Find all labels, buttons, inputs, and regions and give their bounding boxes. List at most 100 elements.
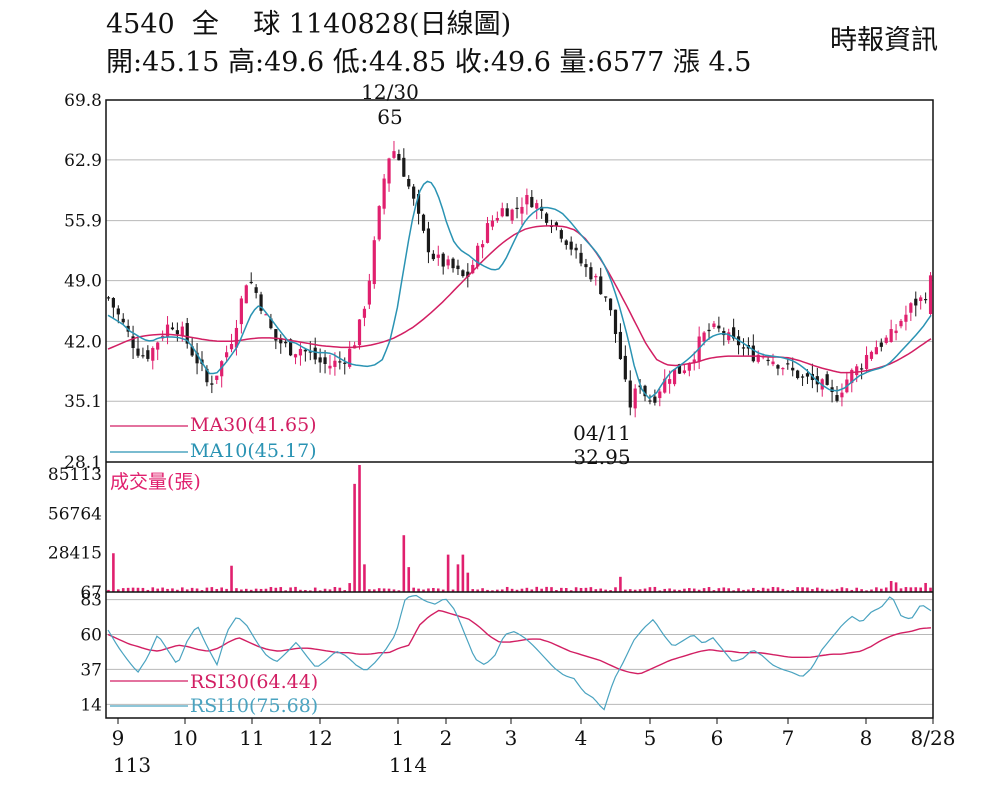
volume-bar: [692, 588, 696, 592]
candle-body: [451, 258, 455, 269]
candle-body: [313, 347, 317, 360]
volume-bar: [717, 588, 721, 592]
volume-bar: [230, 565, 233, 592]
candle-body: [461, 270, 465, 277]
volume-bar: [181, 587, 184, 592]
volume-bar: [648, 587, 652, 592]
candle-body: [471, 264, 475, 274]
volume-bar: [215, 588, 219, 592]
candle-body: [924, 299, 928, 301]
volume-bar: [756, 590, 760, 592]
candle-body: [466, 271, 470, 277]
low-date-annotation: 04/11: [573, 421, 631, 445]
candle-body: [372, 240, 376, 285]
volume-bar: [889, 580, 893, 592]
x-tick-label: 8: [860, 726, 873, 750]
rsi-y-tick-label: 83: [80, 591, 102, 611]
x-tick-label: 6: [711, 726, 724, 750]
x-tick-label: 11: [239, 726, 264, 750]
volume-bar: [599, 588, 603, 592]
volume-bar: [220, 587, 223, 592]
volume-bar: [176, 589, 179, 592]
volume-bar: [811, 589, 814, 592]
volume-bar: [279, 587, 283, 592]
volume-bar: [884, 587, 888, 592]
candle-body: [298, 348, 303, 356]
candle-body: [220, 361, 224, 377]
candle-body: [741, 347, 746, 349]
volume-bar: [353, 483, 356, 592]
volume-bar: [825, 589, 829, 592]
volume-bar: [919, 587, 922, 592]
volume-bar: [481, 588, 484, 592]
volume-bar: [540, 588, 543, 592]
volume-bar: [569, 590, 573, 592]
ma10-line: [107, 180, 932, 400]
volume-bar: [397, 590, 401, 592]
candle-body: [692, 359, 696, 363]
candle-body: [131, 336, 135, 349]
rsi10-legend-label: RSI10(75.68): [190, 695, 318, 717]
volume-bar: [333, 587, 337, 592]
candle-body: [279, 338, 283, 344]
volume-bar: [432, 587, 435, 592]
candle-body: [254, 287, 258, 293]
x-tick-label: 12: [307, 726, 332, 750]
volume-bar: [294, 586, 297, 592]
volume-bar: [358, 465, 361, 592]
candle-body: [884, 337, 888, 343]
candle-body: [146, 350, 150, 359]
volume-bar: [845, 588, 849, 592]
volume-bar: [264, 588, 268, 592]
candle-body: [535, 203, 539, 209]
candle-body: [426, 228, 431, 253]
candle-body: [840, 392, 844, 398]
candle-body: [165, 324, 170, 337]
volume-bar: [530, 589, 534, 592]
volume-bar: [771, 586, 775, 592]
volume-bar: [407, 567, 411, 592]
volume-title: 成交量(張): [110, 471, 201, 493]
candle-body: [274, 329, 278, 341]
candle-body: [308, 351, 312, 353]
candle-body: [879, 342, 883, 347]
volume-bar: [451, 589, 455, 592]
volume-bar: [436, 588, 440, 592]
rsi-y-tick-label: 37: [80, 660, 102, 680]
candle-body: [500, 208, 504, 217]
volume-bar: [747, 589, 750, 592]
volume-bar: [392, 589, 396, 592]
volume-bar: [737, 588, 740, 592]
candle-body: [215, 375, 219, 380]
volume-bar: [742, 589, 745, 592]
candle-body: [480, 244, 485, 248]
volume-bar: [633, 589, 637, 592]
candle-body: [402, 157, 406, 177]
volume-bar: [761, 587, 765, 592]
candle-body: [510, 209, 514, 221]
volume-bar: [515, 589, 519, 592]
candle-body: [825, 374, 829, 385]
price-y-tick-label: 28.1: [64, 453, 102, 473]
candle-body: [860, 368, 864, 370]
volume-bar: [368, 589, 371, 592]
candle-body: [318, 357, 322, 363]
candle-body: [717, 325, 721, 329]
volume-bar: [904, 587, 908, 592]
volume-bar: [712, 590, 716, 592]
volume-bar: [668, 588, 671, 592]
volume-bar: [402, 535, 406, 592]
candle-body: [264, 314, 268, 316]
candle-body: [244, 285, 248, 304]
candle-body: [771, 361, 775, 365]
volume-bar: [126, 587, 130, 592]
candle-body: [490, 220, 495, 227]
year-label-113: 113: [113, 753, 151, 777]
volume-bar: [274, 587, 278, 592]
x-tick-label: 9: [112, 726, 125, 750]
candle-body: [495, 217, 499, 221]
volume-bar: [249, 589, 253, 592]
candle-body: [904, 314, 908, 322]
volume-bar: [328, 589, 332, 592]
candle-body: [441, 253, 445, 267]
